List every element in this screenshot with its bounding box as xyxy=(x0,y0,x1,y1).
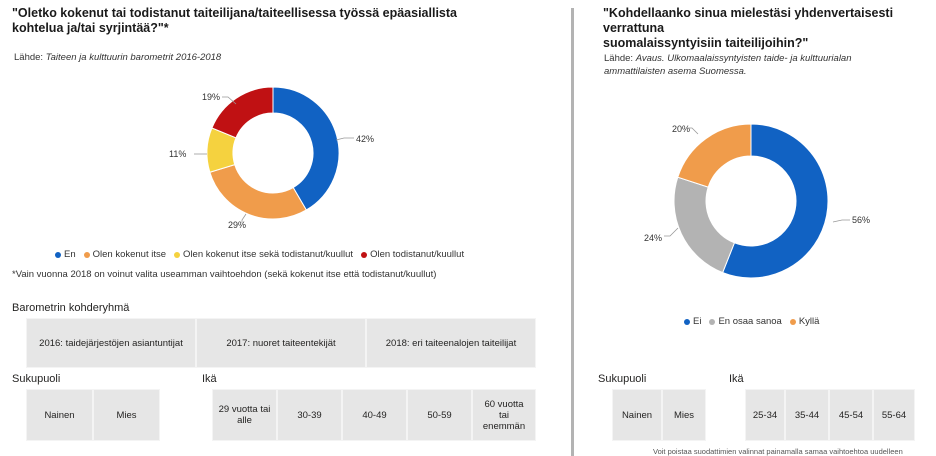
left-label-kokenut: 29% xyxy=(228,220,247,230)
right-leader-lines xyxy=(664,127,850,237)
right-label-ei: 56% xyxy=(852,215,871,225)
left-leader-lines xyxy=(194,96,354,223)
right-age-55-64-button[interactable]: 55-64 xyxy=(873,389,915,441)
left-age-29-button[interactable]: 29 vuotta tai alle xyxy=(212,389,277,441)
left-label-molemmat: 11% xyxy=(169,149,187,159)
legend-item-todistanut[interactable]: Olen todistanut/kuullut xyxy=(361,249,464,260)
right-title-line1: "Kohdellaanko sinua mielestäsi yhdenvert… xyxy=(603,6,894,35)
right-gender-nainen-button[interactable]: Nainen xyxy=(612,389,662,441)
right-age-45-54-button[interactable]: 45-54 xyxy=(829,389,873,441)
target-group-2017-button[interactable]: 2017: nuoret taiteentekijät xyxy=(196,318,366,368)
left-age-30-39-button[interactable]: 30-39 xyxy=(277,389,342,441)
left-slice-en[interactable] xyxy=(272,86,340,211)
legend-item-molemmat[interactable]: Olen kokenut itse sekä todistanut/kuullu… xyxy=(174,249,353,260)
legend-item-en[interactable]: En xyxy=(55,249,76,260)
right-age-35-44-button[interactable]: 35-44 xyxy=(785,389,829,441)
left-title-line2: kohtelua ja/tai syrjintää?"* xyxy=(12,21,169,35)
right-age-25-34-button[interactable]: 25-34 xyxy=(745,389,785,441)
left-label-en: 42% xyxy=(356,134,375,144)
left-gender-nainen-button[interactable]: Nainen xyxy=(26,389,93,441)
right-gender-label: Sukupuoli xyxy=(598,373,647,385)
right-source-prefix: Lähde: xyxy=(604,53,634,64)
left-age-50-59-button[interactable]: 50-59 xyxy=(407,389,472,441)
left-chart-title: "Oletko kokenut tai todistanut taiteilij… xyxy=(12,6,552,36)
target-group-2018-button[interactable]: 2018: eri taiteenalojen taiteilijat xyxy=(366,318,536,368)
legend-item-kokenut[interactable]: Olen kokenut itse xyxy=(83,249,166,260)
target-group-2016-button[interactable]: 2016: taidejärjestöjen asiantuntijat xyxy=(26,318,196,368)
legend-dot-icon xyxy=(789,318,796,325)
right-slice-kyllä[interactable] xyxy=(677,123,752,188)
right-gender-mies-button[interactable]: Mies xyxy=(662,389,706,441)
left-age-label: Ikä xyxy=(202,373,217,385)
left-slice-olen-todistanut-kuullut[interactable] xyxy=(211,86,274,139)
panel-divider xyxy=(571,8,574,456)
target-group-label: Barometrin kohderyhmä xyxy=(12,302,130,314)
legend-dot-icon xyxy=(55,251,61,258)
right-title-line2: suomalaissyntyisiin taiteilijoihin?" xyxy=(603,36,809,50)
left-gender-mies-button[interactable]: Mies xyxy=(93,389,160,441)
left-source-text: Taiteen ja kulttuurin barometrit 2016-20… xyxy=(45,52,222,63)
left-title-line1: "Oletko kokenut tai todistanut taiteilij… xyxy=(12,6,457,20)
right-age-label: Ikä xyxy=(729,373,744,385)
left-age-40-49-button[interactable]: 40-49 xyxy=(342,389,407,441)
legend-dot-icon xyxy=(83,251,90,258)
right-source: Lähde: Avaus. Ulkomaalaissyntyisten taid… xyxy=(604,52,852,78)
left-gender-label: Sukupuoli xyxy=(12,373,61,385)
legend-item-ei[interactable]: Ei xyxy=(684,316,701,327)
legend-dot-icon xyxy=(174,251,181,258)
legend-dot-icon xyxy=(709,318,716,325)
left-legend: En Olen kokenut itse Olen kokenut itse s… xyxy=(55,249,468,260)
left-label-todistanut: 19% xyxy=(202,92,221,102)
right-legend: Ei En osaa sanoa Kyllä xyxy=(684,316,823,327)
right-donut-chart[interactable] xyxy=(660,118,850,288)
right-source-text2: ammattilaisten asema Suomessa. xyxy=(604,66,747,77)
legend-dot-icon xyxy=(361,251,368,258)
left-source-prefix: Lähde: xyxy=(14,52,44,63)
legend-item-en-osaa-sanoa[interactable]: En osaa sanoa xyxy=(709,316,782,327)
right-label-en-osaa: 24% xyxy=(644,233,663,243)
right-label-kylla: 20% xyxy=(672,124,691,134)
legend-dot-icon xyxy=(684,318,690,325)
legend-item-kylla[interactable]: Kyllä xyxy=(789,316,819,327)
right-chart-title: "Kohdellaanko sinua mielestäsi yhdenvert… xyxy=(603,6,923,51)
left-donut-chart[interactable] xyxy=(190,80,360,240)
right-slice-ei[interactable] xyxy=(722,123,829,279)
filter-reset-footnote: Voit poistaa suodattimien valinnat paina… xyxy=(653,447,903,456)
left-footnote: *Vain vuonna 2018 on voinut valita useam… xyxy=(12,269,437,280)
right-source-text1: Avaus. Ulkomaalaissyntyisten taide- ja k… xyxy=(635,53,852,64)
left-source: Lähde: Taiteen ja kulttuurin barometrit … xyxy=(14,52,221,63)
left-age-60-button[interactable]: 60 vuotta tai enemmän xyxy=(472,389,536,441)
